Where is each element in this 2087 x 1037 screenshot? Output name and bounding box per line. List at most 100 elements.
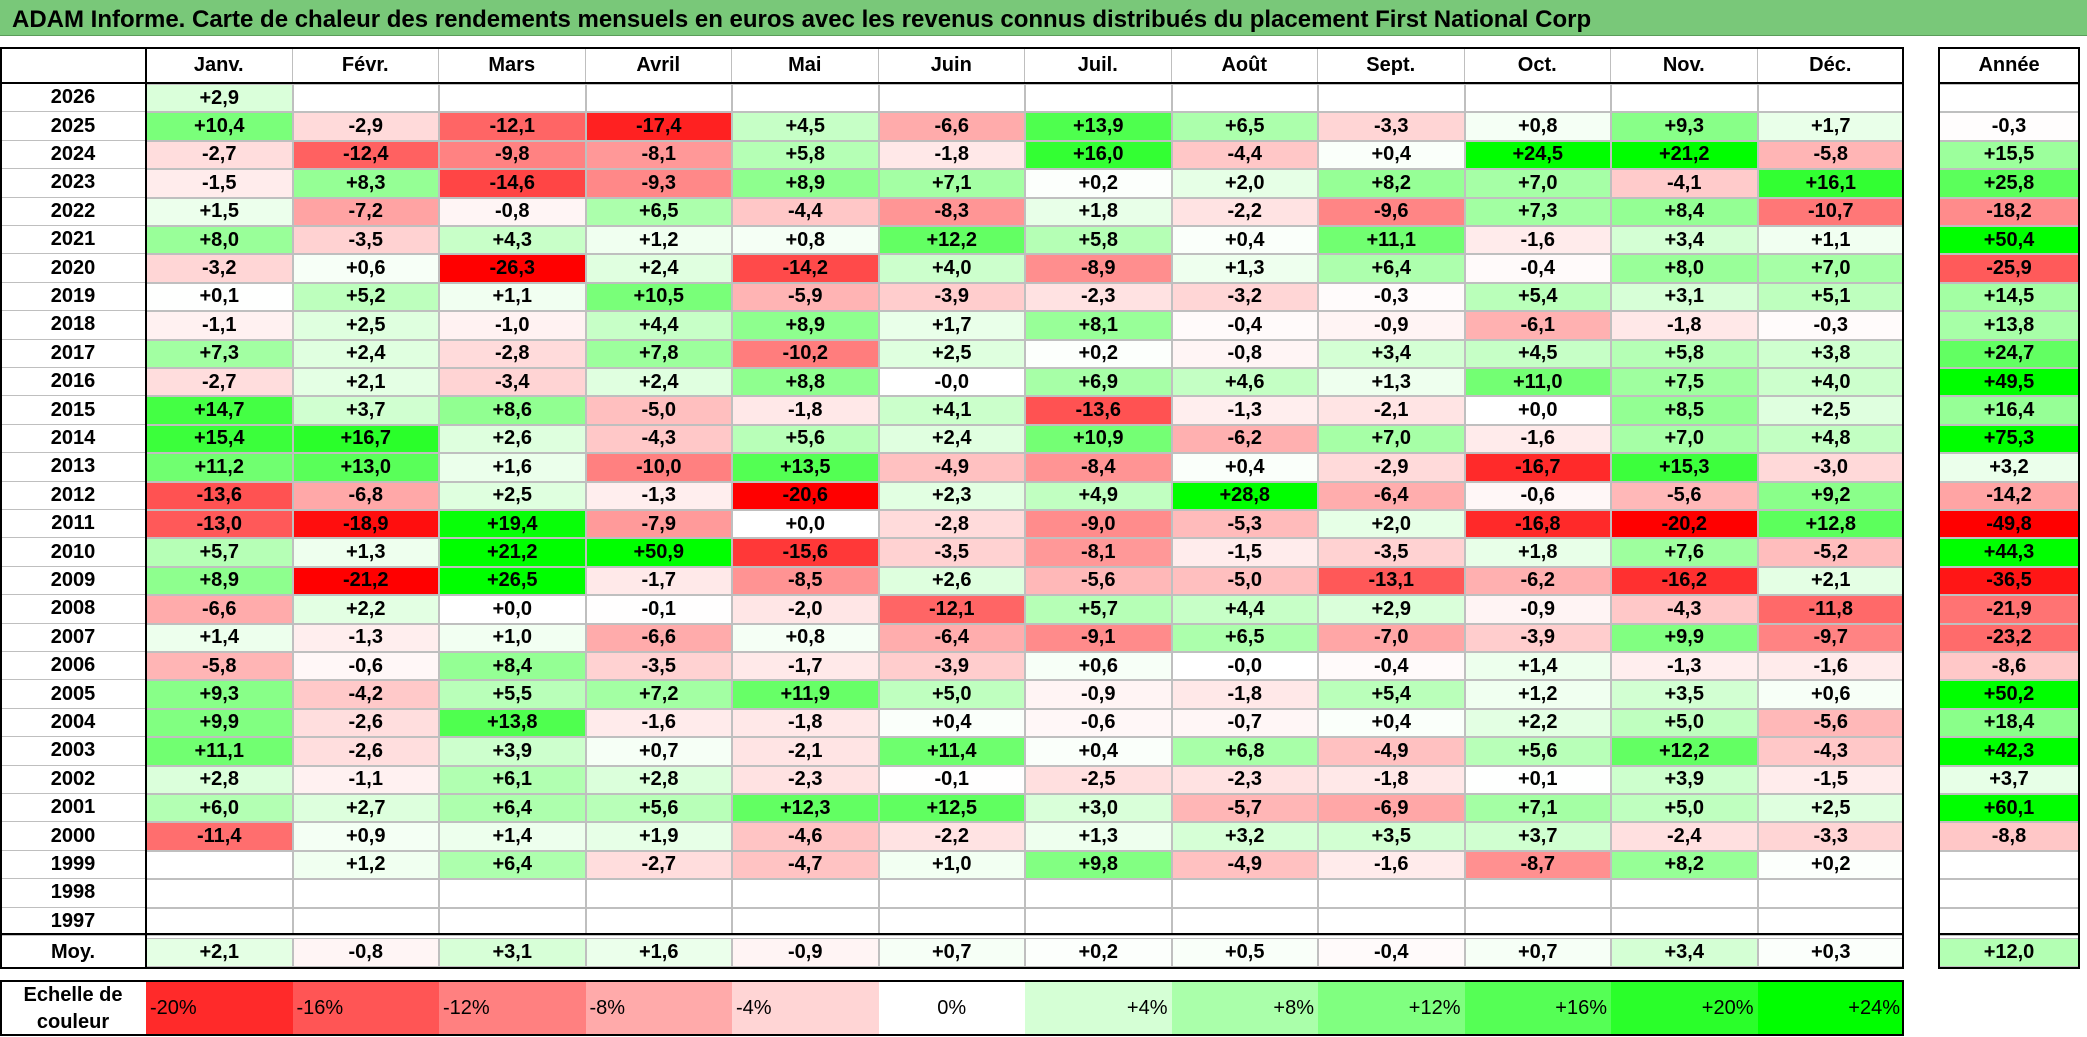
color-scale-step: +12% <box>1318 982 1465 1034</box>
heatmap-cell: -2,9 <box>292 112 439 141</box>
heatmap-cell: -13,6 <box>146 481 293 510</box>
heatmap-cell: +0,1 <box>1464 765 1611 794</box>
heatmap-cell <box>1611 879 1758 908</box>
heatmap-cell: -2,8 <box>439 339 586 368</box>
heatmap-cell: -4,7 <box>732 850 879 880</box>
heatmap-cell: +11,1 <box>146 737 293 766</box>
heatmap-cell: -0,6 <box>1464 481 1611 510</box>
heatmap-cell: -5,9 <box>732 282 879 312</box>
year-label: 1998 <box>0 879 146 908</box>
heatmap-cell: -8,9 <box>1025 254 1172 283</box>
heatmap-cell: +5,0 <box>1611 708 1758 738</box>
heatmap-cell: +2,0 <box>1318 510 1465 539</box>
heatmap-cell: +16,1 <box>1757 169 1904 198</box>
annual-cell: +15,5 <box>1938 140 2080 170</box>
color-scale-step: -20% <box>146 982 293 1034</box>
heatmap-cell: +4,1 <box>878 396 1025 425</box>
heatmap-cell <box>1464 907 1611 936</box>
heatmap-cell: -2,1 <box>732 737 879 766</box>
annual-cell: -0,3 <box>1938 112 2080 141</box>
annual-cell: -36,5 <box>1938 566 2080 596</box>
heatmap-cell <box>292 84 439 113</box>
heatmap-cell <box>1171 84 1318 113</box>
average-cell: +1,6 <box>585 938 732 967</box>
heatmap-cell: -8,4 <box>1025 453 1172 482</box>
heatmap-cell: +11,0 <box>1464 368 1611 397</box>
heatmap-cell: -2,7 <box>585 850 732 880</box>
heatmap-cell: +5,4 <box>1464 282 1611 312</box>
heatmap-cell: -2,6 <box>292 708 439 738</box>
heatmap-cell: -1,8 <box>1171 680 1318 709</box>
year-label: 2007 <box>0 624 146 652</box>
year-column-separator <box>145 47 147 967</box>
heatmap-cell: +5,1 <box>1757 282 1904 312</box>
year-label: 2002 <box>0 766 146 794</box>
month-header: Sept. <box>1318 47 1465 83</box>
heatmap-cell: +2,6 <box>439 424 586 454</box>
heatmap-cell: +8,6 <box>439 396 586 425</box>
heatmap-cell: +2,5 <box>1757 396 1904 425</box>
average-cell: +3,4 <box>1611 938 1758 967</box>
heatmap-cell: +1,1 <box>439 282 586 312</box>
heatmap-cell: -3,5 <box>292 226 439 255</box>
heatmap-cell: +1,2 <box>1464 680 1611 709</box>
heatmap-cell: -3,2 <box>146 254 293 283</box>
heatmap-cell: +7,0 <box>1318 424 1465 454</box>
title-bar: ADAM Informe. Carte de chaleur des rende… <box>0 0 2087 36</box>
month-header: Janv. <box>146 47 293 83</box>
year-label: 2024 <box>0 141 146 170</box>
heatmap-cell: +3,8 <box>1757 339 1904 368</box>
heatmap-cell: -4,3 <box>1611 595 1758 624</box>
heatmap-cell: -7,9 <box>585 510 732 539</box>
heatmap-cell: +4,6 <box>1171 368 1318 397</box>
heatmap-cell: +0,6 <box>1757 680 1904 709</box>
heatmap-cell: +13,9 <box>1025 112 1172 141</box>
heatmap-cell: +7,0 <box>1757 254 1904 283</box>
year-label: 2010 <box>0 538 146 567</box>
average-cell: +0,7 <box>878 938 1025 967</box>
heatmap-cell: +1,8 <box>1464 538 1611 567</box>
heatmap-cell: +1,2 <box>292 850 439 880</box>
color-scale-step: -12% <box>439 982 586 1034</box>
heatmap-cell: +5,0 <box>878 680 1025 709</box>
heatmap-cell: +0,7 <box>585 737 732 766</box>
heatmap-cell: +2,9 <box>146 84 293 113</box>
heatmap-cell: -1,6 <box>585 708 732 738</box>
heatmap-cell: -2,1 <box>1318 396 1465 425</box>
heatmap-cell: -2,7 <box>146 368 293 397</box>
heatmap-cell: +2,5 <box>878 339 1025 368</box>
heatmap-cell: +12,3 <box>732 794 879 823</box>
heatmap-cell: +8,9 <box>146 566 293 596</box>
heatmap-cell: +0,8 <box>732 226 879 255</box>
heatmap-cell <box>1025 879 1172 908</box>
heatmap-cell <box>878 84 1025 113</box>
color-scale-step: -4% <box>732 982 879 1034</box>
heatmap-cell: +4,4 <box>1171 595 1318 624</box>
heatmap-cell: +1,1 <box>1757 226 1904 255</box>
heatmap-cell: +7,8 <box>585 339 732 368</box>
average-annual-cell: +12,0 <box>1938 938 2080 967</box>
month-header: Août <box>1172 47 1318 83</box>
heatmap-cell: -1,3 <box>585 481 732 510</box>
heatmap-cell: +3,0 <box>1025 794 1172 823</box>
heatmap-cell <box>1757 907 1904 936</box>
heatmap-cell <box>1318 907 1465 936</box>
heatmap-cell <box>292 907 439 936</box>
year-label: 2022 <box>0 198 146 226</box>
month-header: Avril <box>586 47 732 83</box>
heatmap-cell <box>1464 879 1611 908</box>
heatmap-cell: -1,0 <box>439 311 586 340</box>
heatmap-cell: +3,7 <box>292 396 439 425</box>
heatmap-cell <box>1318 879 1465 908</box>
heatmap-cell: +15,3 <box>1611 453 1758 482</box>
heatmap-cell: +11,1 <box>1318 226 1465 255</box>
heatmap-cell: -4,3 <box>1757 737 1904 766</box>
heatmap-cell: -0,4 <box>1171 311 1318 340</box>
heatmap-cell: +5,2 <box>292 282 439 312</box>
heatmap-cell: -6,6 <box>878 112 1025 141</box>
heatmap-cell: -5,0 <box>585 396 732 425</box>
heatmap-cell: -6,4 <box>1318 481 1465 510</box>
heatmap-cell: +9,9 <box>146 708 293 738</box>
heatmap-cell: -5,6 <box>1025 566 1172 596</box>
year-label: 2016 <box>0 368 146 397</box>
